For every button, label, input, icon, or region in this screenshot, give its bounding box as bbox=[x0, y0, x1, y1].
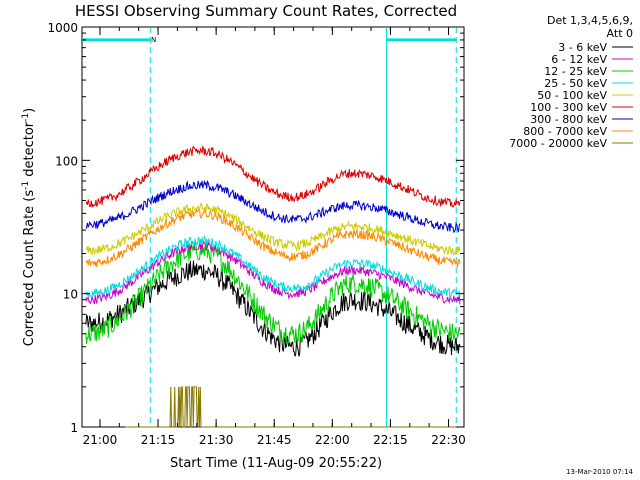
x-tick-label: 22:30 bbox=[431, 433, 466, 447]
y-tick-label-1: 1 bbox=[70, 421, 78, 435]
y-axis-label: Corrected Count Rate (s-1 detector-1) bbox=[21, 108, 37, 346]
night-annotations bbox=[82, 27, 457, 427]
y-axis-label-exp2: -1 bbox=[21, 113, 31, 122]
y-axis-label-end: ) bbox=[22, 108, 37, 113]
y-tick-label-1000: 1000 bbox=[47, 21, 78, 35]
night-flag-label: N bbox=[151, 36, 156, 44]
y-axis-label-main: Corrected Count Rate (s bbox=[22, 190, 37, 347]
x-tick-label: 21:30 bbox=[199, 433, 234, 447]
y-tick-label-100: 100 bbox=[55, 154, 78, 168]
legend-label-4: 25 - 50 keV bbox=[544, 77, 607, 90]
x-axis-label: Start Time (11-Aug-09 20:55:22) bbox=[170, 456, 382, 471]
series-line-3 bbox=[85, 239, 461, 344]
series-line-6 bbox=[85, 145, 461, 208]
legend-label-5: 50 - 100 keV bbox=[537, 89, 607, 102]
y-axis-label-exp1: -1 bbox=[21, 181, 31, 190]
y-tick-label-10: 10 bbox=[63, 288, 78, 302]
plot-frame bbox=[81, 26, 465, 428]
legend-label-3: 12 - 25 keV bbox=[544, 65, 607, 78]
series-line-9 bbox=[125, 386, 456, 428]
legend-header-1: Det 1,3,4,5,6,9, bbox=[547, 14, 633, 27]
legend-label-7: 300 - 800 keV bbox=[530, 113, 607, 126]
series-line-8 bbox=[85, 207, 461, 268]
series-line-2 bbox=[85, 240, 461, 305]
chart-title: HESSI Observing Summary Count Rates, Cor… bbox=[75, 2, 457, 20]
x-tick-label: 22:00 bbox=[315, 433, 350, 447]
x-axis: 21:00 21:15 21:30 21:45 22:00 22:15 22:30 bbox=[83, 27, 466, 447]
legend-label-1: 3 - 6 keV bbox=[558, 41, 607, 54]
y-axis-label-mid: detector bbox=[22, 121, 37, 181]
x-tick-label: 22:15 bbox=[373, 433, 408, 447]
timestamp: 13-Mar-2010 07:14 bbox=[566, 468, 633, 476]
x-tick-label: 21:45 bbox=[257, 433, 292, 447]
series-line-1 bbox=[85, 260, 461, 357]
series-line-5 bbox=[85, 202, 461, 257]
series-line-4 bbox=[85, 234, 461, 300]
x-tick-label: 21:00 bbox=[83, 433, 118, 447]
legend-label-2: 6 - 12 keV bbox=[551, 53, 607, 66]
legend-label-6: 100 - 300 keV bbox=[530, 101, 607, 114]
legend-label-9: 7000 - 20000 keV bbox=[509, 137, 607, 150]
y-axis: 1 10 100 1000 bbox=[47, 21, 464, 435]
legend-header-2: Att 0 bbox=[607, 27, 633, 40]
x-tick-label: 21:15 bbox=[141, 433, 176, 447]
legend-label-8: 800 - 7000 keV bbox=[523, 125, 607, 138]
series-line-7 bbox=[85, 179, 461, 234]
series-layer bbox=[85, 145, 461, 428]
